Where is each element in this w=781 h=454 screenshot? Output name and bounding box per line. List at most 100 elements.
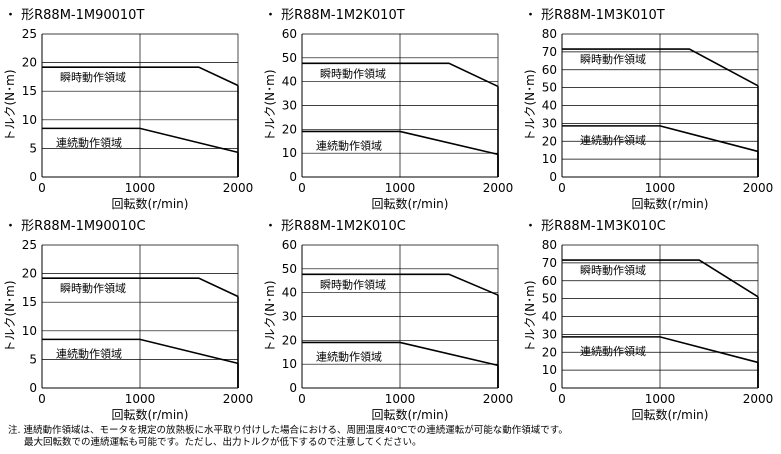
chart-svg: 0 10 20 30 40 50 60 70 80 0 1000 2000 トルク(N･m) 回転数(r/… — [523, 238, 774, 422]
chart-panel-1M3K010C: ・ 形R88M-1M3K010C 0 10 20 30 40 50 60 70 80 0 1000 2… — [520, 215, 780, 422]
region-label: 瞬時動作領域 — [60, 70, 126, 84]
series-line — [302, 130, 499, 156]
y-tick-label: 40 — [542, 99, 557, 113]
region-label: 瞬時動作領域 — [580, 263, 646, 277]
x-tick-label: 1000 — [385, 181, 416, 195]
y-tick-label: 15 — [22, 84, 37, 98]
y-tick-label: 40 — [542, 310, 557, 324]
y-tick-label: 30 — [282, 99, 297, 113]
y-tick-label: 50 — [542, 292, 557, 306]
region-label: 連続動作領域 — [316, 138, 382, 152]
region-label: 連続動作領域 — [56, 346, 122, 360]
x-tick-label: 0 — [38, 392, 46, 406]
chart-svg: 0 10 20 30 40 50 60 70 80 0 1000 2000 トルク(N･m) 回転数(r/… — [523, 27, 774, 211]
x-tick-label: 0 — [38, 181, 46, 195]
y-tick-label: 20 — [282, 122, 297, 136]
x-axis-label: 回転数(r/min) — [372, 407, 449, 422]
y-axis-label: トルク(N･m) — [263, 69, 277, 141]
region-label: 瞬時動作領域 — [60, 281, 126, 295]
region-label: 連続動作領域 — [316, 349, 382, 363]
chart-title: ・ 形R88M-1M3K010T — [524, 8, 665, 23]
y-tick-label: 30 — [542, 116, 557, 130]
region-label: 連続動作領域 — [56, 135, 122, 149]
region-label: 瞬時動作領域 — [320, 66, 386, 80]
y-tick-label: 0 — [289, 381, 297, 395]
footnote-line-1: 注. 連続動作領域は、モータを規定の放熱板に水平取り付けした場合における、周囲温… — [8, 425, 568, 436]
y-axis-label: トルク(N･m) — [523, 69, 537, 141]
chart-panel-1M90010C: ・ 形R88M-1M90010C 0 5 10 15 20 25 0 1000 2000 トルク(… — [0, 215, 260, 422]
region-label: 連続動作領域 — [580, 133, 646, 147]
y-tick-label: 80 — [542, 238, 557, 252]
y-axis-label: トルク(N･m) — [523, 280, 537, 352]
x-tick-label: 1000 — [385, 392, 416, 406]
y-axis-label: トルク(N･m) — [3, 280, 17, 352]
y-axis-label: トルク(N･m) — [263, 280, 277, 352]
x-axis-label: 回転数(r/min) — [112, 407, 189, 422]
x-tick-label: 1000 — [645, 392, 676, 406]
x-axis-label: 回転数(r/min) — [112, 196, 189, 211]
y-tick-label: 10 — [542, 152, 557, 166]
y-tick-label: 0 — [289, 170, 297, 184]
y-tick-label: 60 — [542, 274, 557, 288]
y-tick-label: 20 — [542, 134, 557, 148]
series-line — [42, 338, 239, 365]
y-tick-label: 60 — [542, 63, 557, 77]
x-tick-label: 1000 — [125, 392, 156, 406]
x-tick-label: 2000 — [483, 181, 514, 195]
footnote: 注. 連続動作領域は、モータを規定の放熱板に水平取り付けした場合における、周囲温… — [8, 425, 568, 449]
x-tick-label: 0 — [298, 181, 306, 195]
y-tick-label: 0 — [29, 381, 37, 395]
chart-title: ・ 形R88M-1M90010C — [4, 219, 146, 234]
x-tick-label: 1000 — [125, 181, 156, 195]
y-tick-label: 10 — [282, 357, 297, 371]
y-tick-label: 25 — [22, 27, 37, 41]
region-label: 連続動作領域 — [580, 344, 646, 358]
y-tick-label: 70 — [542, 256, 557, 270]
y-tick-label: 20 — [282, 333, 297, 347]
chart-panel-1M90010T: ・ 形R88M-1M90010T 0 5 10 15 20 25 0 1000 2000 トルク(… — [0, 4, 260, 211]
x-axis-label: 回転数(r/min) — [372, 196, 449, 211]
y-tick-label: 10 — [22, 113, 37, 127]
chart-title: ・ 形R88M-1M2K010T — [264, 8, 405, 23]
series-line — [42, 127, 239, 154]
chart-svg: 0 10 20 30 40 50 60 0 1000 2000 トルク(N･m) 回転数(r/min)… — [263, 238, 514, 422]
y-tick-label: 30 — [542, 327, 557, 341]
y-tick-label: 30 — [282, 310, 297, 324]
y-tick-label: 5 — [29, 141, 37, 155]
y-tick-label: 25 — [22, 238, 37, 252]
y-tick-label: 20 — [22, 56, 37, 70]
y-tick-label: 10 — [282, 146, 297, 160]
chart-svg: 0 10 20 30 40 50 60 0 1000 2000 トルク(N･m) 回転数(r/min)… — [263, 27, 514, 211]
y-tick-label: 10 — [22, 324, 37, 338]
footnote-line-2: 最大回転数での連続運転も可能です。ただし、出力トルクが低下するので注意してくださ… — [24, 437, 422, 448]
y-tick-label: 40 — [282, 286, 297, 300]
y-tick-label: 0 — [549, 170, 557, 184]
series-line — [562, 125, 759, 153]
y-tick-label: 15 — [22, 295, 37, 309]
chart-svg: 0 5 10 15 20 25 0 1000 2000 トルク(N･m) 回転数(r/min) 瞬時動… — [3, 27, 253, 211]
x-tick-label: 2000 — [223, 392, 254, 406]
region-label: 瞬時動作領域 — [320, 277, 386, 291]
x-tick-label: 1000 — [645, 181, 676, 195]
x-tick-label: 2000 — [483, 392, 514, 406]
y-tick-label: 5 — [29, 352, 37, 366]
y-tick-label: 50 — [542, 81, 557, 95]
y-tick-label: 50 — [282, 51, 297, 65]
y-tick-label: 0 — [29, 170, 37, 184]
chart-title: ・ 形R88M-1M3K010C — [524, 219, 666, 234]
y-tick-label: 70 — [542, 45, 557, 59]
y-tick-label: 50 — [282, 262, 297, 276]
region-label: 瞬時動作領域 — [580, 52, 646, 66]
y-tick-label: 80 — [542, 27, 557, 41]
x-tick-label: 2000 — [743, 392, 774, 406]
chart-panel-1M2K010T: ・ 形R88M-1M2K010T 0 10 20 30 40 50 60 0 1000 2000 ト… — [260, 4, 520, 211]
x-tick-label: 0 — [558, 392, 566, 406]
y-tick-label: 20 — [22, 267, 37, 281]
x-axis-label: 回転数(r/min) — [632, 196, 709, 211]
y-tick-label: 10 — [542, 363, 557, 377]
series-line — [302, 273, 499, 296]
series-line — [562, 336, 759, 364]
y-tick-label: 60 — [282, 238, 297, 252]
x-tick-label: 2000 — [743, 181, 774, 195]
y-axis-label: トルク(N･m) — [3, 69, 17, 141]
